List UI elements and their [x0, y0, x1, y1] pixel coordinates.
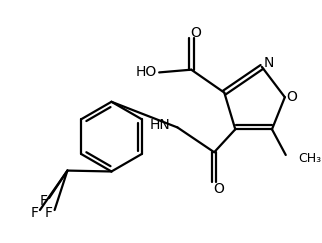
Text: O: O — [213, 182, 224, 196]
Text: HO: HO — [136, 65, 157, 79]
Text: F: F — [40, 194, 48, 208]
Text: N: N — [263, 56, 273, 70]
Text: F: F — [30, 206, 38, 220]
Text: O: O — [287, 90, 298, 104]
Text: O: O — [190, 26, 201, 40]
Text: CH₃: CH₃ — [298, 152, 322, 165]
Text: HN: HN — [149, 118, 170, 132]
Text: F: F — [45, 206, 53, 220]
